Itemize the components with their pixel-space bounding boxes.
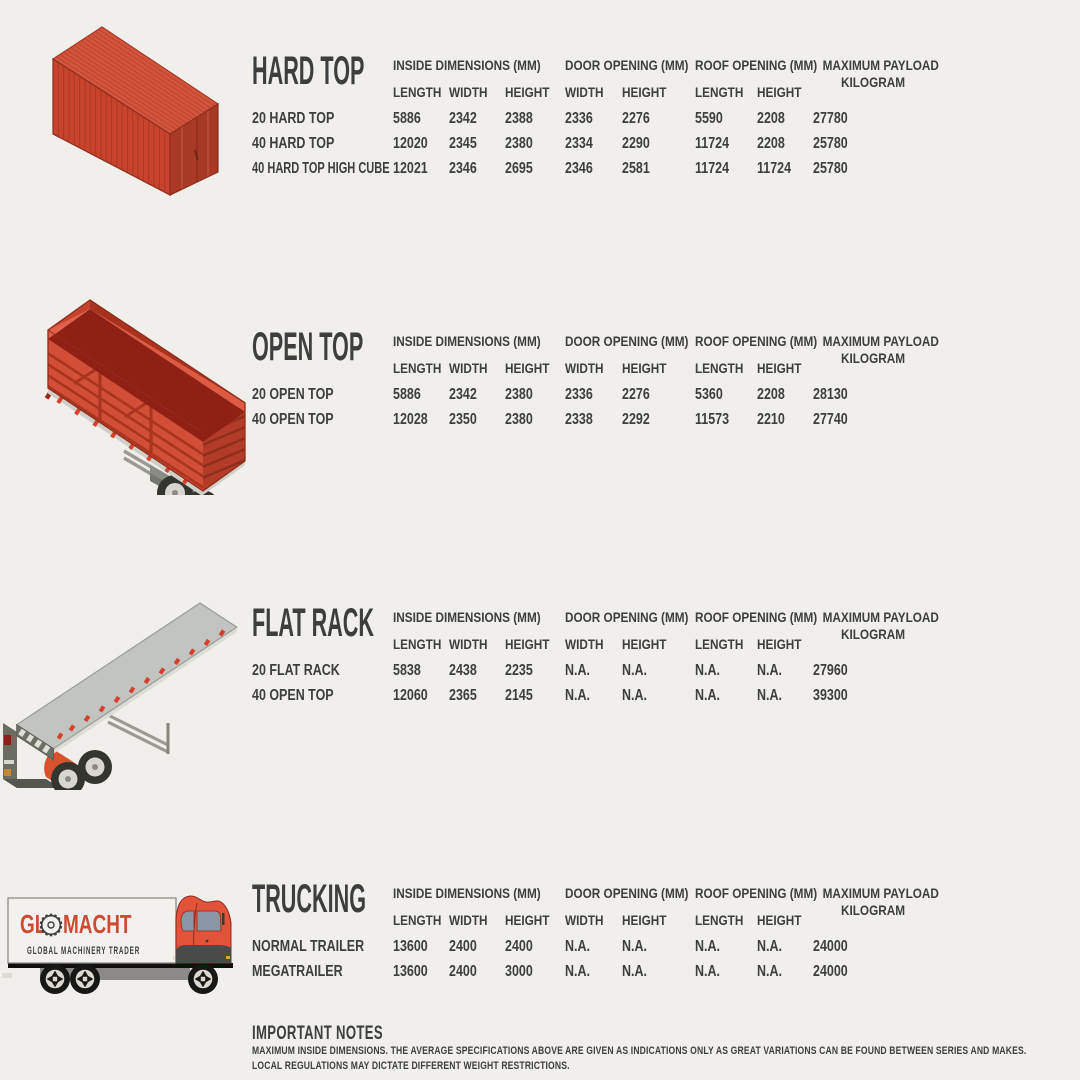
svg-text:MACHT: MACHT — [63, 909, 132, 939]
svg-text:GLOBAL MACHINERY TRADER: GLOBAL MACHINERY TRADER — [27, 944, 140, 956]
